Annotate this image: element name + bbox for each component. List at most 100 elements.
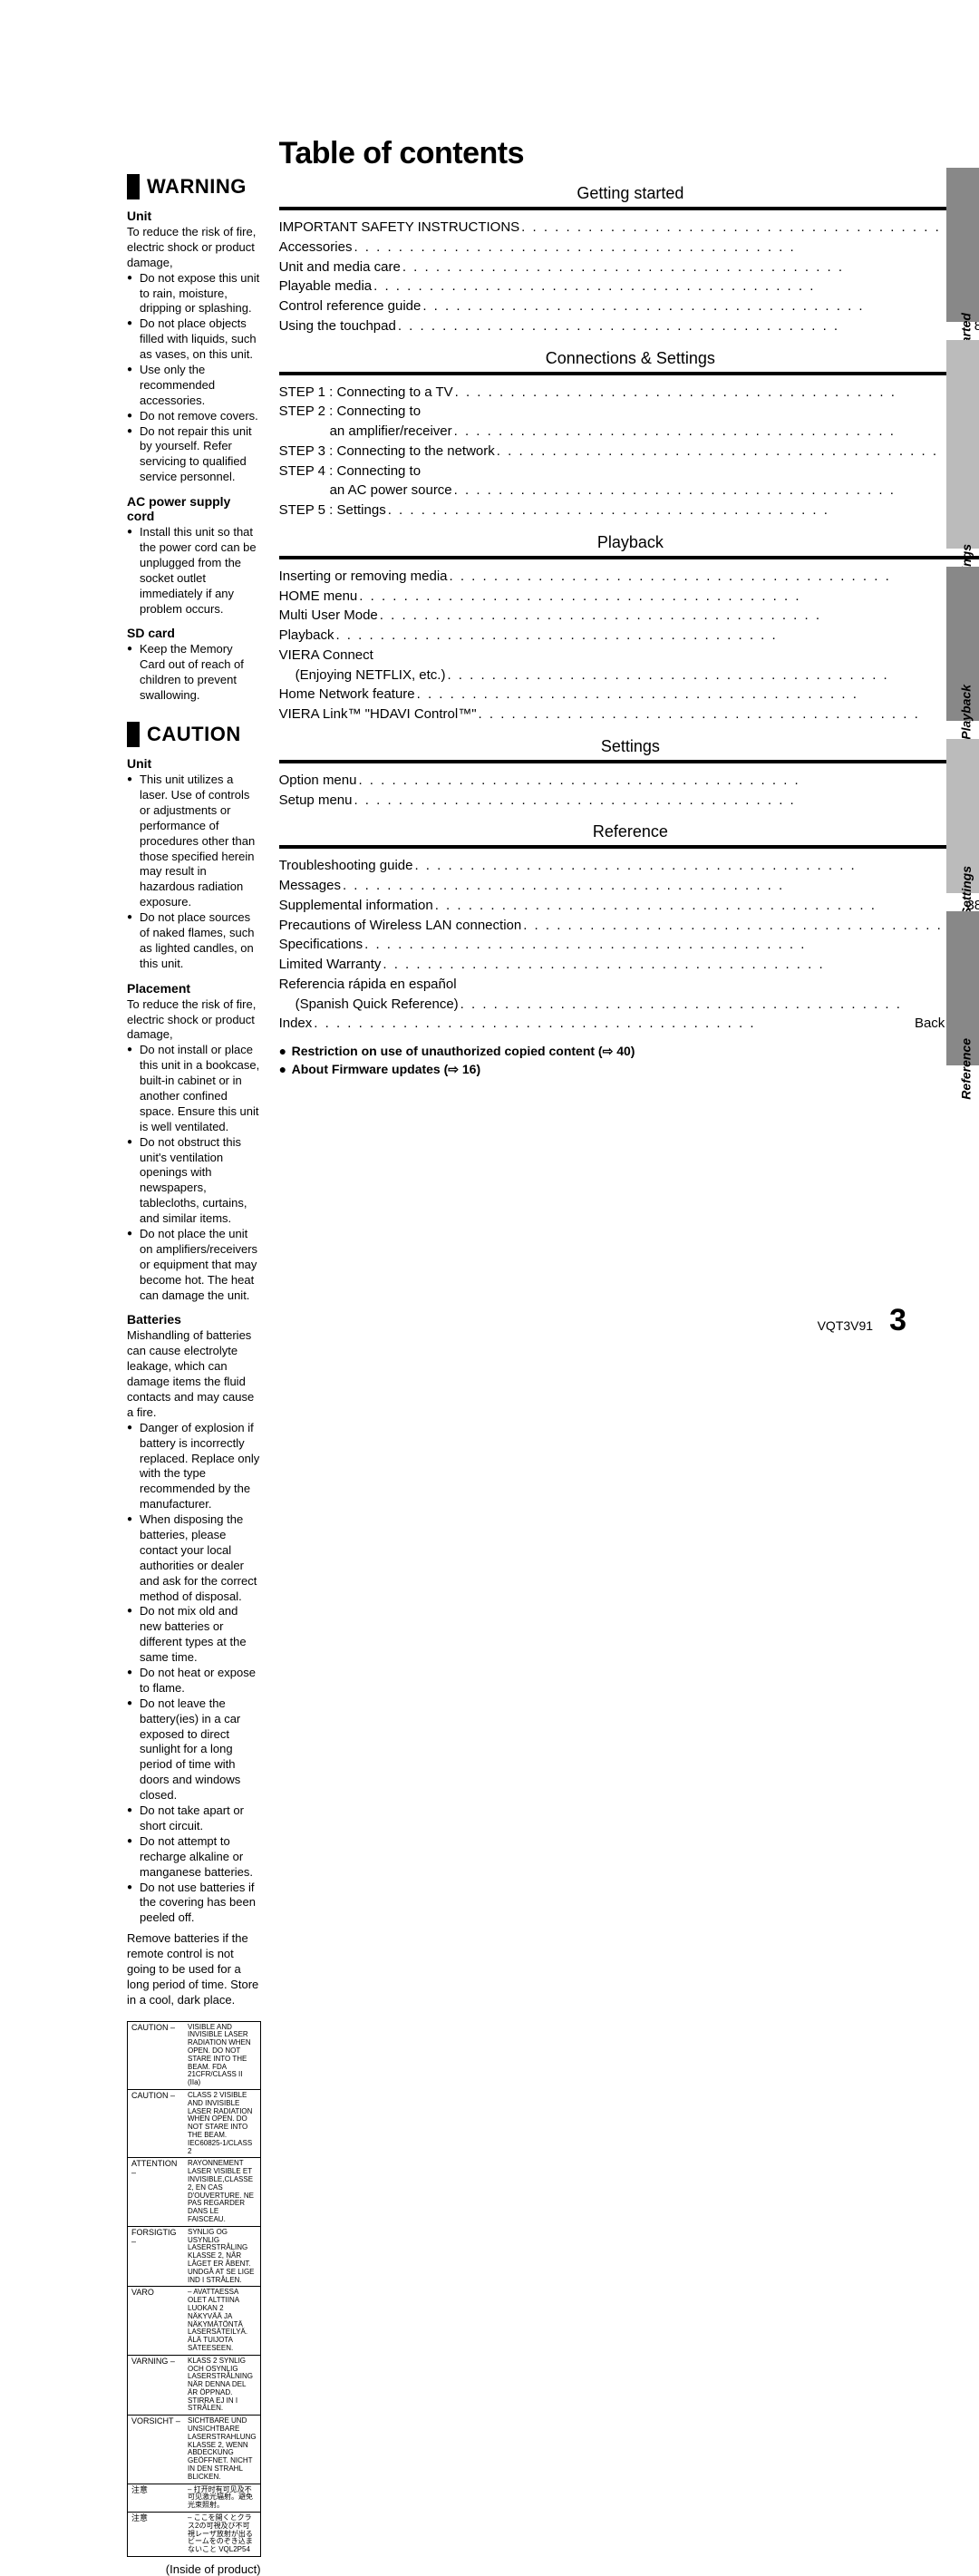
laser-row: 注意– ここを開くとクラス2の可視及び不可視レーザ放射が出る ビームをのぞき込ま… [128,2513,260,2556]
warning-heading-text: WARNING [147,175,247,199]
laser-text: VISIBLE AND INVISIBLE LASER RADIATION WH… [184,2022,260,2089]
toc-entry-label: STEP 4 : Connecting to [279,462,421,481]
toc-entry: Referencia rápida en español [279,975,979,995]
side-tab [946,168,979,322]
toc-entry: Home Network feature . . . . . . . . . .… [279,685,979,705]
list-item: Do not repair this unit by yourself. Ref… [127,424,261,486]
toc-dots: . . . . . . . . . . . . . . . . . . . . … [459,995,967,1015]
laser-lang: CAUTION – [128,2090,184,2157]
toc-entry: Messages . . . . . . . . . . . . . . . .… [279,876,979,896]
toc-entry: Setup menu . . . . . . . . . . . . . . .… [279,791,979,811]
laser-text: KLASS 2 SYNLIG OCH OSYNLIG LASERSTRÅLNIN… [184,2356,260,2416]
laser-row: VORSICHT –SICHTBARE UND UNSICHTBARE LASE… [128,2416,260,2484]
toc-dots: . . . . . . . . . . . . . . . . . . . . … [448,567,967,587]
page-number: 3 [889,1303,906,1338]
toc-entry-label: Multi User Mode [279,606,378,626]
laser-lang: FORSIGTIG – [128,2227,184,2287]
list-item: Do not mix old and new batteries or diff… [127,1604,261,1666]
toc-dots: . . . . . . . . . . . . . . . . . . . . … [378,606,967,626]
list-item: Do not place objects filled with liquids… [127,316,261,363]
toc-dots: . . . . . . . . . . . . . . . . . . . . … [352,791,966,811]
caution-batteries-intro: Mishandling of batteries can cause elect… [127,1328,261,1420]
toc-entry: Using the touchpad . . . . . . . . . . .… [279,316,979,336]
toc-dots: . . . . . . . . . . . . . . . . . . . . … [312,1014,915,1034]
toc-entry-label: Playable media [279,277,373,296]
toc-entry-label: VIERA Link™ "HDAVI Control™" [279,705,477,724]
toc-entry-label: Supplemental information [279,896,433,916]
laser-text: – ここを開くとクラス2の可視及び不可視レーザ放射が出る ビームをのぞき込まない… [184,2513,260,2556]
laser-text: SICHTBARE UND UNSICHTBARE LASERSTRAHLUNG… [184,2416,260,2483]
toc-entry: Precautions of Wireless LAN connection .… [279,916,979,936]
toc-dots: . . . . . . . . . . . . . . . . . . . . … [396,316,974,336]
bullet-icon: ● [279,1043,292,1061]
side-tab-label: Playback [959,685,974,740]
page-content: WARNING Unit To reduce the risk of fire,… [127,136,852,1297]
toc-entry: Supplemental information . . . . . . . .… [279,896,979,916]
toc-entry-label: Control reference guide [279,296,422,316]
toc-dots: . . . . . . . . . . . . . . . . . . . . … [495,442,967,462]
toc-rule [279,207,979,210]
toc-entry-label: IMPORTANT SAFETY INSTRUCTIONS [279,218,520,238]
toc-entry: STEP 4 : Connecting to [279,462,979,481]
laser-row: 注意– 打开时有可见及不可见激光辐射。避免光束照射。 [128,2484,260,2513]
toc-dots: . . . . . . . . . . . . . . . . . . . . … [452,422,968,442]
caution-batteries-outro: Remove batteries if the remote control i… [127,1931,261,2007]
list-item: Do not heat or expose to flame. [127,1666,261,1696]
toc-rule [279,760,979,763]
caution-heading-text: CAUTION [147,723,241,746]
toc-entry: VIERA Link™ "HDAVI Control™" . . . . . .… [279,705,979,724]
list-item: Do not use batteries if the covering has… [127,1881,261,1927]
list-item: This unit utilizes a laser. Use of contr… [127,773,261,910]
toc-entry: (Enjoying NETFLIX, etc.) . . . . . . . .… [279,666,979,685]
caution-batteries-list: Danger of explosion if battery is incorr… [127,1421,261,1926]
toc-entry: Control reference guide . . . . . . . . … [279,296,979,316]
toc-entry-label: Accessories [279,238,353,258]
toc-entry-label: Using the touchpad [279,316,396,336]
toc-entry-label: Precautions of Wireless LAN connection [279,916,522,936]
laser-row: CAUTION –CLASS 2 VISIBLE AND INVISIBLE L… [128,2090,260,2158]
laser-text: – AVATTAESSA OLET ALTTIINA LUOKAN 2 NÄKY… [184,2287,260,2354]
list-item: When disposing the batteries, please con… [127,1512,261,1604]
list-item: Do not expose this unit to rain, moistur… [127,271,261,317]
toc-rule [279,372,979,375]
list-item: Do not attempt to recharge alkaline or m… [127,1834,261,1881]
toc-dots: . . . . . . . . . . . . . . . . . . . . … [519,218,974,238]
doc-code: VQT3V91 [818,1318,873,1333]
list-item: Do not remove covers. [127,409,261,424]
laser-row: VARNING –KLASS 2 SYNLIG OCH OSYNLIG LASE… [128,2356,260,2416]
laser-row: ATTENTION –RAYONNEMENT LASER VISIBLE ET … [128,2158,260,2226]
right-column: Table of contents Getting started IMPORTA… [279,136,979,1297]
toc-dots: . . . . . . . . . . . . . . . . . . . . … [412,856,966,876]
toc-entry-label: (Spanish Quick Reference) [279,995,459,1015]
list-item: Do not obstruct this unit's ventilation … [127,1135,261,1227]
toc-note-text: Restriction on use of unauthorized copie… [292,1043,635,1061]
toc-title: Table of contents [279,136,979,171]
toc-entry: VIERA Connect [279,646,979,666]
warning-heading: WARNING [127,174,261,199]
toc-entry-label: an AC power source [279,481,452,501]
laser-lang: VARO [128,2287,184,2354]
toc-entry: Unit and media care . . . . . . . . . . … [279,258,979,277]
toc-entry-label: (Enjoying NETFLIX, etc.) [279,666,446,685]
laser-text: SYNLIG OG USYNLIG LASERSTRÅLING KLASSE 2… [184,2227,260,2287]
toc-entry: Inserting or removing media . . . . . . … [279,567,979,587]
toc-entry-label: STEP 3 : Connecting to the network [279,442,495,462]
toc-dots: . . . . . . . . . . . . . . . . . . . . … [401,258,974,277]
list-item: Do not take apart or short circuit. [127,1803,261,1834]
toc-section-heading: Connections & Settings [279,349,979,368]
toc-section-heading: Reference [279,822,979,841]
laser-lang: 注意 [128,2484,184,2512]
toc-entry-label: VIERA Connect [279,646,373,666]
warning-unit-list: Do not expose this unit to rain, moistur… [127,271,261,485]
toc-section-heading: Getting started [279,184,979,203]
toc-note-text: About Firmware updates (⇨ 16) [292,1061,481,1079]
toc-entry-label: Limited Warranty [279,955,382,975]
toc-entry-label: STEP 2 : Connecting to [279,402,421,422]
toc-dots: . . . . . . . . . . . . . . . . . . . . … [386,501,967,520]
toc-dots: . . . . . . . . . . . . . . . . . . . . … [381,955,966,975]
bullet-icon: ● [279,1061,292,1079]
list-item: Use only the recommended accessories. [127,363,261,409]
toc-note: ● Restriction on use of unauthorized cop… [279,1043,979,1061]
laser-row: VARO– AVATTAESSA OLET ALTTIINA LUOKAN 2 … [128,2287,260,2355]
laser-row: FORSIGTIG –SYNLIG OG USYNLIG LASERSTRÅLI… [128,2227,260,2288]
